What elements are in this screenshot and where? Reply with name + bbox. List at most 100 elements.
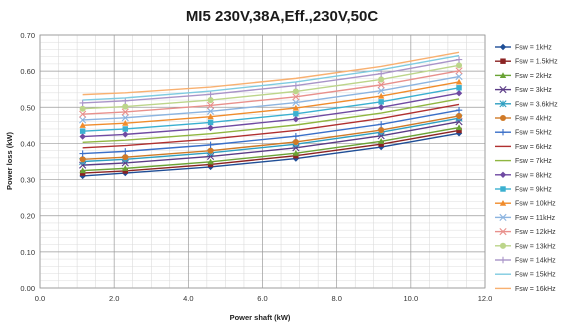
x-tick-label: 2.0: [109, 294, 119, 303]
data-point: [377, 70, 385, 77]
data-point: [499, 171, 507, 178]
data-point: [292, 104, 300, 111]
data-point: [455, 56, 463, 63]
data-point: [378, 127, 385, 134]
series-line: [82, 117, 460, 163]
legend-item-16: Fsw = 15kHz: [495, 272, 556, 279]
data-point: [378, 76, 385, 83]
legend-label: Fsw = 1.5kHz: [515, 59, 558, 66]
legend-label: Fsw = 10kHz: [515, 201, 556, 208]
series-line: [82, 98, 460, 144]
series-line: [82, 121, 460, 166]
y-tick-label: 0.30: [20, 176, 35, 185]
series-15: [79, 56, 463, 107]
series-16: [82, 54, 460, 101]
data-point: [377, 121, 385, 128]
legend-item-7: Fsw = 6kHz: [495, 144, 552, 151]
x-tick-label: 10.0: [404, 294, 419, 303]
data-point: [455, 67, 463, 75]
data-point: [499, 228, 507, 236]
data-point: [378, 141, 384, 147]
data-point: [207, 158, 214, 165]
data-point: [207, 113, 214, 120]
data-point: [207, 124, 214, 132]
data-point: [499, 256, 507, 264]
series-line: [82, 87, 460, 132]
legend-label: Fsw = 7kHz: [515, 158, 552, 165]
data-point: [207, 97, 214, 104]
data-point: [499, 100, 507, 108]
data-point: [377, 87, 385, 95]
data-point: [122, 97, 129, 104]
legend-label: Fsw = 14kHz: [515, 258, 556, 265]
x-axis-label: Power shaft (kW): [230, 313, 291, 322]
x-tick-label: 4.0: [183, 294, 193, 303]
series-line: [82, 109, 460, 155]
series-line: [82, 51, 460, 96]
data-point: [292, 93, 300, 101]
series-line: [82, 103, 460, 149]
series-7: [82, 103, 460, 149]
data-point: [79, 150, 86, 157]
data-point: [377, 81, 385, 89]
data-point: [455, 89, 463, 97]
data-point: [499, 129, 507, 136]
data-point: [456, 62, 463, 69]
data-point: [499, 72, 507, 78]
series-line: [82, 54, 460, 101]
data-point: [122, 126, 129, 132]
data-point: [292, 98, 300, 107]
data-point: [292, 116, 300, 123]
data-point: [292, 133, 300, 140]
data-point: [122, 103, 129, 110]
legend-label: Fsw = 3.6kHz: [515, 101, 558, 108]
series-line: [82, 92, 460, 138]
data-point: [122, 131, 129, 138]
data-point: [292, 82, 300, 89]
series-line: [82, 75, 460, 121]
legend-item-12: Fsw = 11kHz: [495, 213, 556, 222]
series-line: [82, 81, 460, 127]
series-13: [79, 67, 463, 118]
legend-item-5: Fsw = 4kHz: [495, 114, 552, 123]
data-point: [456, 112, 463, 119]
data-point: [122, 165, 129, 171]
data-point: [456, 85, 462, 91]
data-point: [79, 133, 86, 140]
series-2: [79, 124, 463, 174]
y-axis-label: Power loss (kW): [5, 132, 14, 190]
data-point: [455, 78, 463, 85]
legend-label: Fsw = 8kHz: [515, 172, 552, 179]
legend-item-3: Fsw = 3kHz: [495, 86, 552, 94]
series-line: [82, 58, 460, 104]
series-5: [79, 112, 463, 163]
legend-label: Fsw = 5kHz: [515, 130, 552, 137]
data-point: [79, 105, 86, 112]
data-point: [207, 141, 214, 149]
data-point: [456, 127, 462, 134]
x-tick-label: 6.0: [257, 294, 267, 303]
data-point: [122, 154, 129, 161]
legend-item-1: Fsw = 1.5kHz: [495, 58, 558, 66]
data-point: [377, 138, 385, 144]
series-14: [79, 62, 463, 112]
legend-item-15: Fsw = 14kHz: [495, 256, 556, 265]
y-tick-label: 0.50: [20, 103, 35, 112]
legend-label: Fsw = 16kHz: [515, 286, 556, 293]
y-tick-label: 0.60: [20, 67, 35, 76]
legend-label: Fsw = 6kHz: [515, 144, 552, 151]
legend-label: Fsw = 15kHz: [515, 272, 556, 279]
series-9: [79, 89, 463, 140]
data-point: [293, 111, 299, 117]
legend-item-9: Fsw = 8kHz: [495, 171, 552, 179]
data-point: [79, 167, 86, 174]
data-point: [206, 101, 215, 110]
series-12: [79, 72, 463, 124]
data-point: [207, 119, 214, 126]
series-line: [82, 70, 460, 115]
legend: Fsw = 1kHz Fsw = 1.5kHz Fsw = 2kHz Fsw = 3k…: [495, 43, 558, 293]
data-point: [121, 108, 129, 116]
series-group: [79, 51, 463, 180]
data-point: [455, 106, 463, 114]
legend-label: Fsw = 11kHz: [515, 215, 556, 222]
